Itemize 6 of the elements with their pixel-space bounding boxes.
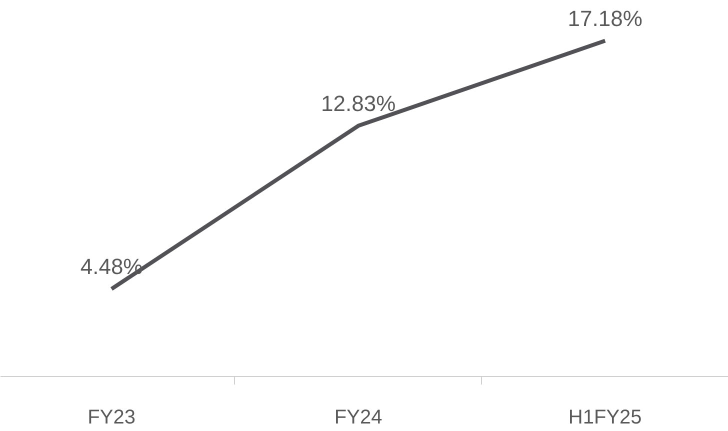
data-label: 17.18% [568,6,642,31]
data-label: 12.83% [321,90,396,116]
x-tick-label: FY23 [88,406,136,428]
data-label: 4.48% [80,254,143,279]
x-tick-label: H1FY25 [568,406,642,428]
x-tick-label: FY24 [334,406,382,428]
